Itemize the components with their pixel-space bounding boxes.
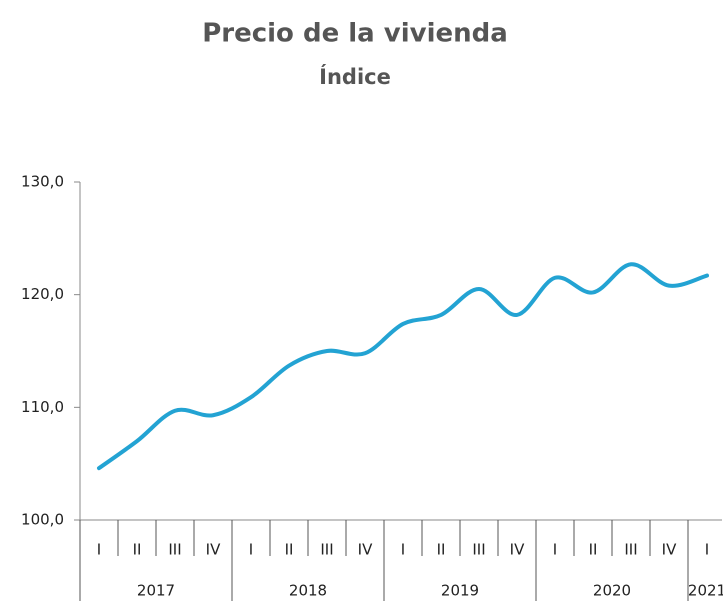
- x-tick-label: I: [401, 541, 405, 559]
- x-tick-label: IV: [206, 541, 221, 559]
- y-tick-label: 110,0: [21, 398, 64, 416]
- x-tick-label: III: [168, 541, 181, 559]
- x-tick-label: III: [320, 541, 333, 559]
- y-tick-label: 100,0: [21, 511, 64, 529]
- y-tick-label: 130,0: [21, 173, 64, 191]
- y-tick-label: 120,0: [21, 285, 64, 303]
- x-tick-label: I: [97, 541, 101, 559]
- x-tick-label: II: [285, 541, 294, 559]
- x-tick-label: I: [553, 541, 557, 559]
- x-tick-label: IV: [510, 541, 525, 559]
- chart-title: Precio de la vivienda: [202, 19, 508, 49]
- x-tick-label: II: [589, 541, 598, 559]
- x-tick-label: III: [624, 541, 637, 559]
- x-tick-label: II: [133, 541, 142, 559]
- chart-subtitle: Índice: [319, 64, 391, 89]
- year-label: 2020: [593, 582, 631, 600]
- series-line: [97, 262, 709, 471]
- x-tick-label: IV: [662, 541, 677, 559]
- year-label: 2017: [137, 582, 175, 600]
- year-label: 2019: [441, 582, 479, 600]
- x-tick-label: II: [437, 541, 446, 559]
- year-label: 2018: [289, 582, 327, 600]
- x-tick-label: I: [249, 541, 253, 559]
- x-tick-label: I: [705, 541, 709, 559]
- year-label: 2021: [688, 582, 723, 600]
- x-tick-label: III: [472, 541, 485, 559]
- x-tick-label: IV: [358, 541, 373, 559]
